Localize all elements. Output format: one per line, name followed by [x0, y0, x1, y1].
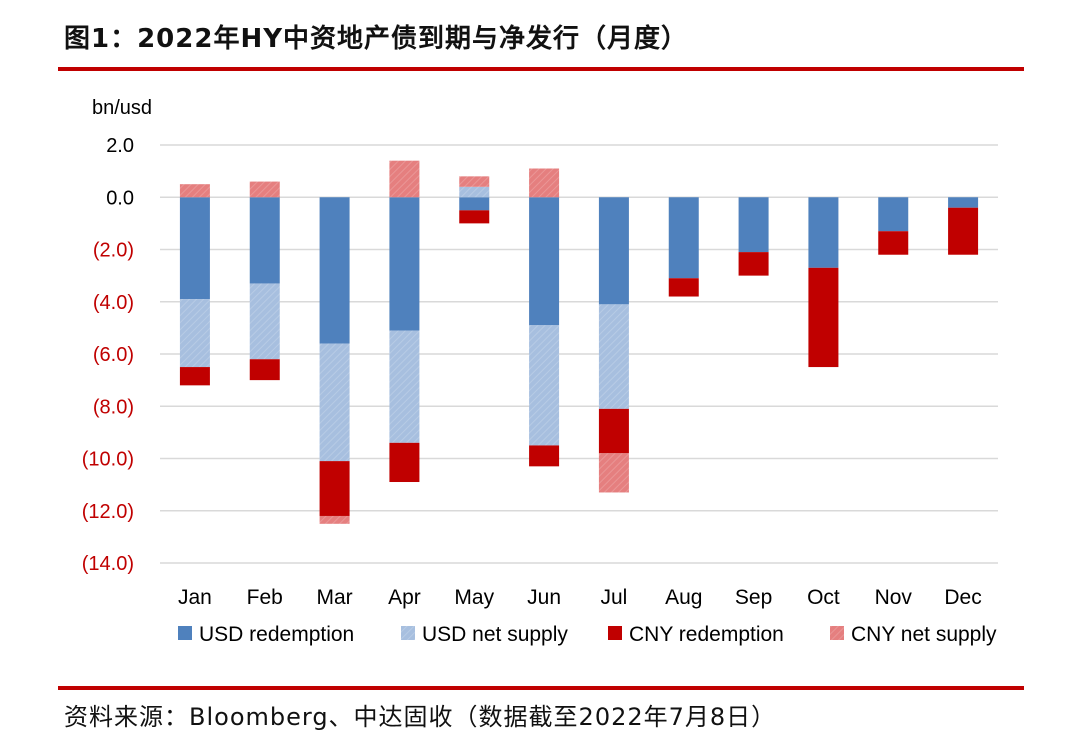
x-tick-label: Oct [807, 586, 840, 609]
bar-segment-usd-net-supply [459, 186, 490, 198]
bar-segment-usd-redemption [808, 197, 839, 268]
x-tick-label: May [454, 586, 494, 609]
bar-segment-usd-net-supply [598, 304, 629, 409]
legend-swatch [830, 626, 844, 640]
x-tick-label: Jul [600, 586, 627, 609]
bar-segment-cny-redemption [249, 359, 280, 381]
chart-title: 图1：2022年HY中资地产债到期与净发行（月度） [64, 24, 689, 54]
y-tick-label: (14.0) [82, 553, 134, 575]
y-axis-unit-label: bn/usd [92, 97, 152, 119]
legend: USD redemption USD net supply CNY redempti… [178, 623, 997, 646]
bar-segment-usd-net-supply [249, 283, 280, 360]
x-tick-label: Sep [735, 586, 772, 609]
bar-segment-cny-redemption [529, 445, 560, 467]
bar-segment-usd-redemption [319, 197, 350, 344]
bar-segment-usd-redemption [668, 197, 699, 279]
bar-segment-cny-redemption [459, 210, 490, 224]
legend-label: CNY net supply [851, 623, 997, 646]
bar-segment-cny-net-supply [389, 160, 420, 198]
legend-label: USD redemption [199, 623, 354, 646]
bar-segment-usd-net-supply [179, 299, 210, 368]
bar-segment-cny-redemption [179, 367, 210, 386]
y-tick-label: 2.0 [106, 135, 134, 157]
bar-segment-usd-redemption [529, 197, 560, 326]
bar-segment-usd-net-supply [319, 343, 350, 462]
legend-swatch [608, 626, 622, 640]
y-tick-label: (4.0) [93, 292, 134, 314]
x-tick-label: Dec [944, 586, 981, 609]
bar-segment-cny-redemption [389, 442, 420, 483]
bar-segment-cny-redemption [668, 278, 699, 297]
bar-segment-cny-redemption [948, 207, 979, 255]
x-tick-label: Nov [875, 586, 913, 609]
y-axis-ticks: 2.0 0.0 (2.0) (4.0) (6.0) (8.0) (10.0) (12.0) (1… [82, 135, 134, 575]
bar-segment-cny-redemption [808, 267, 839, 368]
bar-segment-cny-net-supply [319, 515, 350, 524]
x-tick-label: Jan [178, 586, 212, 609]
bar-segment-cny-redemption [598, 408, 629, 454]
x-tick-label: Apr [388, 586, 421, 609]
bar-segment-usd-net-supply [529, 325, 560, 446]
gridlines [160, 144, 998, 564]
x-tick-label: Mar [316, 586, 352, 609]
y-tick-label: (2.0) [93, 240, 134, 262]
bottom-rule [58, 686, 1024, 690]
bar-segment-cny-net-supply [249, 181, 280, 198]
bar-segment-usd-redemption [598, 197, 629, 305]
y-tick-label: 0.0 [106, 187, 134, 209]
bar-segment-usd-redemption [389, 197, 420, 331]
bar-segment-usd-redemption [179, 197, 210, 300]
bar-segment-usd-net-supply [389, 330, 420, 443]
legend-label: USD net supply [422, 623, 568, 646]
x-tick-label: Feb [247, 586, 283, 609]
bar-segment-usd-redemption [738, 197, 769, 253]
source-note: 资料来源：Bloomberg、中达固收（数据截至2022年7月8日） [64, 703, 777, 731]
bar-segment-cny-net-supply [179, 184, 210, 198]
bar-segment-cny-net-supply [529, 168, 560, 198]
bar-segment-cny-net-supply [459, 176, 490, 187]
top-rule [58, 67, 1024, 71]
bar-segment-cny-redemption [319, 461, 350, 516]
bar-segment-usd-redemption [249, 197, 280, 284]
x-tick-label: Aug [665, 586, 702, 609]
bar-segment-usd-redemption [459, 197, 490, 211]
y-tick-label: (12.0) [82, 501, 134, 523]
bars [179, 160, 979, 524]
legend-label: CNY redemption [629, 623, 784, 646]
y-tick-label: (10.0) [82, 449, 134, 471]
legend-swatch [178, 626, 192, 640]
x-axis-ticks: Jan Feb Mar Apr May Jun Jul Aug Sep Oct Nov Dec [178, 586, 982, 609]
y-tick-label: (8.0) [93, 396, 134, 418]
bar-segment-cny-redemption [878, 231, 909, 255]
x-tick-label: Jun [527, 586, 561, 609]
y-tick-label: (6.0) [93, 344, 134, 366]
bar-segment-usd-redemption [878, 197, 909, 232]
bar-segment-cny-redemption [738, 252, 769, 276]
bar-segment-cny-net-supply [598, 453, 629, 493]
legend-swatch [401, 626, 415, 640]
bar-segment-usd-redemption [948, 197, 979, 208]
